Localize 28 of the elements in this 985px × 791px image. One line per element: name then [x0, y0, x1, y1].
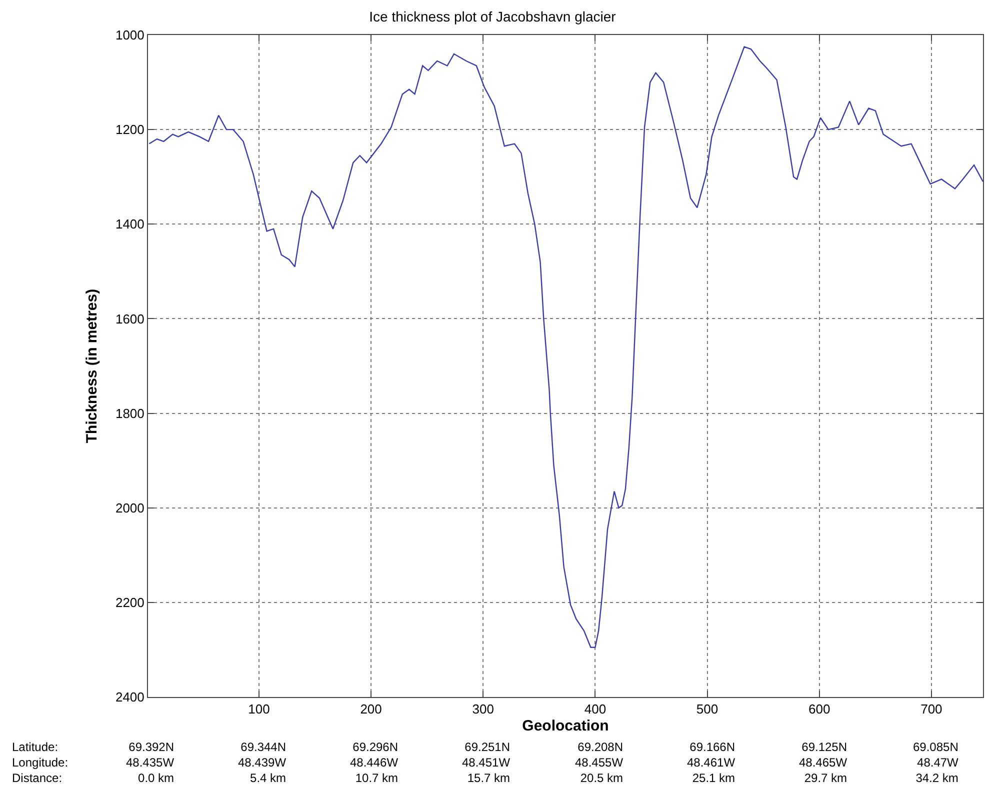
y-tick-label: 2400 [115, 690, 144, 705]
x-tick-label: 700 [920, 702, 942, 717]
y-axis-title: Thickness (in metres) [84, 288, 101, 444]
text: 69.392N 48.435W 0.0 km [126, 740, 175, 786]
x-tick-label: 500 [696, 702, 718, 717]
chart-title: Ice thickness plot of Jacobshavn glacier [369, 8, 616, 25]
y-tick-label: 1800 [115, 406, 144, 421]
text: Latitude: Longitude: Distance: [12, 740, 68, 786]
x-tick-label: 100 [248, 702, 270, 717]
y-tick-label: 2000 [115, 500, 144, 516]
x-tick-label: 200 [360, 702, 382, 717]
y-tick-label: 2200 [115, 594, 144, 610]
y-tick-label: 1400 [115, 216, 144, 232]
text: 69.085N 48.47W 34.2 km [913, 740, 960, 786]
x-axis-title: Geolocation [522, 718, 609, 735]
x-tick-label: 600 [808, 702, 830, 717]
y-tick-label: 1200 [115, 122, 144, 138]
y-tick-label: 1000 [115, 28, 144, 43]
x-tick-label: 300 [472, 702, 494, 717]
text: 69.125N 48.465W 29.7 km [799, 740, 848, 786]
y-tick-label: 1600 [115, 311, 144, 326]
text: 69.166N 48.461W 25.1 km [687, 740, 736, 786]
line-series [148, 46, 983, 648]
text: 69.344N 48.439W 5.4 km [238, 740, 287, 786]
text: 69.296N 48.446W 10.7 km [350, 740, 399, 786]
x-tick-label: 400 [584, 702, 606, 717]
text: 69.251N 48.451W 15.7 km [462, 740, 511, 786]
text: 69.208N 48.455W 20.5 km [575, 740, 624, 786]
